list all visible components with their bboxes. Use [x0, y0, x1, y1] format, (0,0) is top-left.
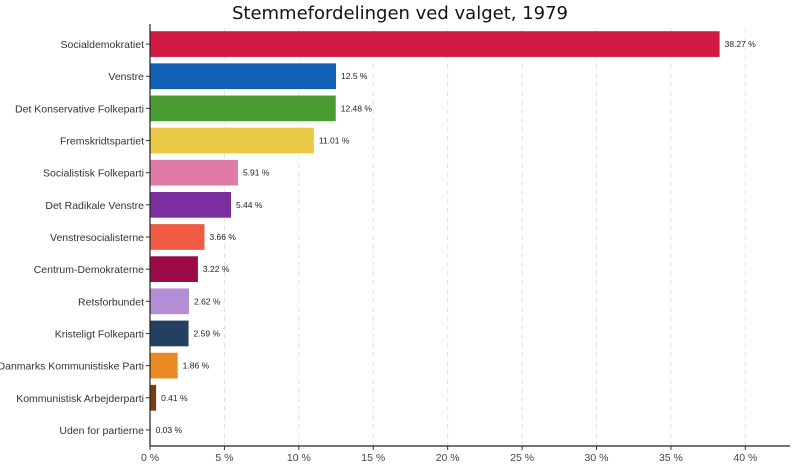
category-label: Socialdemokratiet: [61, 39, 145, 51]
category-label: Retsforbundet: [78, 296, 144, 308]
x-tick-label: 20 %: [436, 452, 460, 464]
category-label: Danmarks Kommunistiske Parti: [0, 361, 144, 373]
bar: [150, 63, 337, 90]
bar: [150, 224, 205, 250]
bar: [150, 384, 157, 411]
axes: 0 % 5 % 10 % 15 % 20 % 25 % 30 % 35 % 40 % Social…: [0, 24, 790, 464]
bar: [150, 127, 314, 154]
x-tick-label: 30 %: [585, 452, 609, 464]
bars: 38.27 % 12.5 % 12.48 % 11.01 % 5.91 % 5.44 % 3…: [150, 31, 756, 443]
chart-title: Stemmefordelingen ved valget, 1979: [232, 3, 568, 24]
bar: [150, 191, 231, 218]
bar: [150, 159, 238, 186]
category-label: Kristeligt Folkeparti: [55, 328, 144, 340]
x-tick-label: 15 %: [361, 452, 385, 464]
bar: [150, 256, 198, 283]
x-tick-label: 10 %: [287, 452, 311, 464]
category-label: Fremskridtspartiet: [60, 136, 144, 148]
x-tick-label: 0 %: [141, 452, 159, 464]
data-label: 2.62 %: [194, 296, 221, 306]
data-label: 1.86 %: [183, 361, 210, 371]
bar: [150, 352, 178, 379]
data-label: 0.03 %: [156, 425, 183, 435]
bar: [150, 31, 720, 57]
x-tick-label: 35 %: [659, 452, 683, 464]
x-tick-label: 5 %: [215, 452, 233, 464]
category-label: Venstresocialisterne: [50, 232, 144, 244]
bar: [150, 320, 189, 347]
data-label: 0.41 %: [161, 393, 188, 403]
category-label: Venstre: [108, 71, 144, 83]
data-label: 12.48 %: [341, 103, 373, 113]
data-label: 11.01 %: [319, 136, 350, 146]
bar: [150, 288, 189, 315]
category-label: Det Radikale Venstre: [45, 200, 144, 212]
category-label: Socialistisk Folkeparti: [43, 168, 144, 180]
x-tick-label: 25 %: [510, 452, 534, 464]
grid-lines: [223, 28, 746, 446]
category-label: Uden for partierne: [59, 425, 144, 437]
bar: [150, 95, 336, 122]
data-label: 2.59 %: [194, 328, 221, 338]
data-label: 5.44 %: [236, 200, 263, 210]
data-label: 5.91 %: [243, 168, 270, 178]
category-label: Centrum-Demokraterne: [34, 264, 144, 276]
data-label: 3.22 %: [203, 264, 230, 274]
data-label: 3.66 %: [209, 232, 236, 242]
category-label: Kommunistisk Arbejderparti: [16, 393, 144, 405]
category-label: Det Konservative Folkeparti: [15, 103, 144, 115]
x-tick-label: 40 %: [733, 452, 757, 464]
data-label: 12.5 %: [341, 71, 368, 81]
data-label: 38.27 %: [725, 39, 757, 49]
